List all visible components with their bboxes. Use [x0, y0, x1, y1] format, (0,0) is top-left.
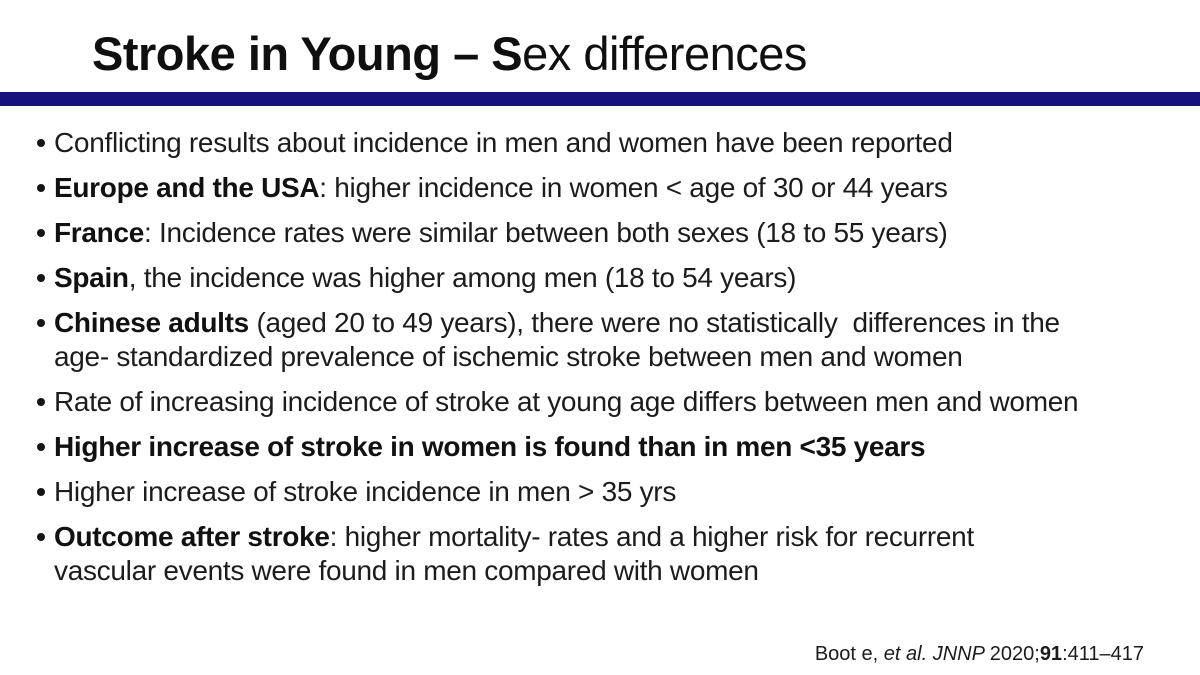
- citation-year: 2020;: [989, 643, 1040, 665]
- bullet-text: : higher mortality- rates and a higher r…: [54, 521, 974, 586]
- bullet-dot-icon: [37, 488, 45, 496]
- bullet-text: : higher incidence in women < age of 30 …: [319, 172, 948, 203]
- bullet-item-rate-differs: Rate of increasing incidence of stroke a…: [36, 385, 1196, 419]
- slide-title-bold-segment: Stroke in Young – S: [92, 27, 523, 80]
- citation-pages: :411–417: [1062, 643, 1144, 665]
- bullet-item-men-over-35: Higher increase of stroke incidence in m…: [36, 475, 1196, 509]
- bullet-item-europe-usa: Europe and the USA: higher incidence in …: [36, 171, 1196, 205]
- bullet-dot-icon: [37, 319, 45, 327]
- bullet-item-france: France: Incidence rates were similar bet…: [36, 216, 1196, 250]
- title-divider-bar: [0, 92, 1200, 106]
- bullet-dot-icon: [37, 443, 45, 451]
- bullet-text: Rate of increasing incidence of stroke a…: [54, 386, 1079, 417]
- bullet-text: Higher increase of stroke incidence in m…: [54, 476, 677, 507]
- bullet-text: (aged 20 to 49 years), there were no sta…: [54, 307, 1060, 372]
- bullet-dot-icon: [37, 184, 45, 192]
- bullet-item-outcome: Outcome after stroke: higher mortality- …: [36, 520, 1196, 588]
- bullet-text: Conflicting results about incidence in m…: [54, 127, 953, 158]
- bullet-item-women-under-35: Higher increase of stroke in women is fo…: [36, 430, 1196, 464]
- bullet-dot-icon: [37, 533, 45, 541]
- citation-authors: Boot e,: [814, 643, 884, 665]
- bullet-item-incidence-reported: Conflicting results about incidence in m…: [36, 126, 1196, 160]
- citation: Boot e, et al. JNNP 2020;91:411–417: [815, 643, 1144, 666]
- bullet-item-chinese-adults: Chinese adults (aged 20 to 49 years), th…: [36, 306, 1196, 374]
- bullet-text-bold: Spain: [54, 262, 129, 293]
- bullet-text-bold: Europe and the USA: [54, 172, 320, 203]
- bullet-text: , the incidence was higher among men (18…: [128, 262, 797, 293]
- bullet-dot-icon: [37, 274, 45, 282]
- bullet-text-bold: France: [54, 217, 145, 248]
- bullet-item-spain: Spain, the incidence was higher among me…: [36, 261, 1196, 295]
- citation-volume: 91: [1039, 643, 1063, 665]
- bullet-dot-icon: [37, 229, 45, 237]
- bullet-dot-icon: [37, 139, 45, 147]
- citation-journal: et al. JNNP: [883, 643, 990, 665]
- slide-title: Stroke in Young – Sex differences: [92, 28, 807, 80]
- bullet-dot-icon: [37, 398, 45, 406]
- bullet-text: : Incidence rates were similar between b…: [144, 217, 948, 248]
- bullet-text-bold: Chinese adults: [54, 307, 249, 338]
- bullet-text-bold: Outcome after stroke: [54, 521, 330, 552]
- slide-title-regular-segment: ex differences: [522, 27, 807, 80]
- bullet-list: Conflicting results about incidence in m…: [36, 126, 1196, 599]
- bullet-text-bold: Higher increase of stroke in women is fo…: [54, 431, 926, 462]
